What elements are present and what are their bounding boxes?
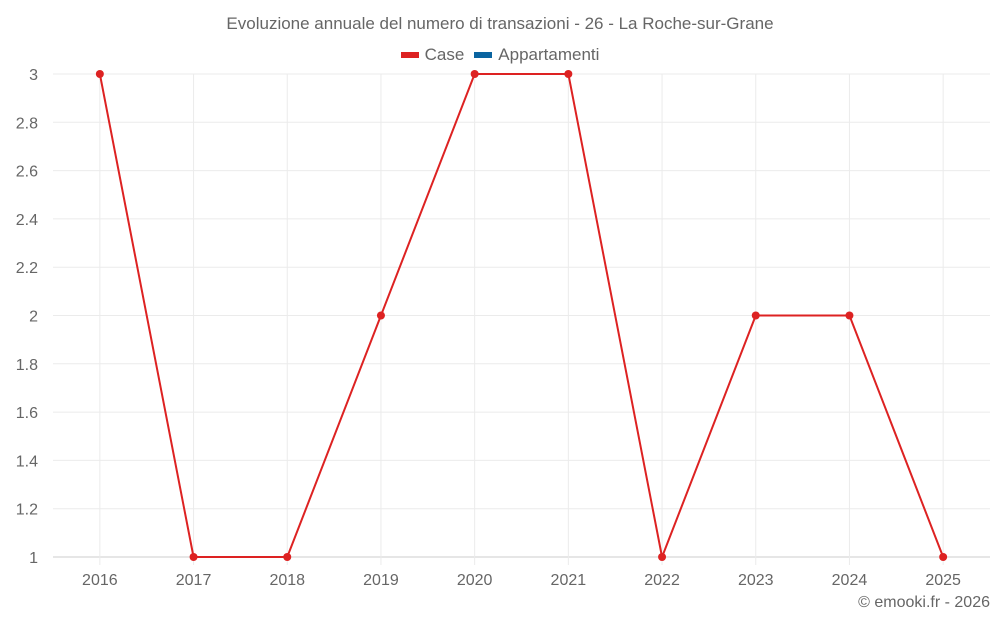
data-point[interactable] — [658, 553, 667, 561]
y-tick-label: 2 — [29, 309, 38, 326]
x-tick-label: 2020 — [457, 572, 493, 589]
series-case — [95, 70, 948, 561]
x-tick-label: 2018 — [269, 572, 305, 589]
y-tick-label: 1.2 — [16, 502, 38, 519]
x-tick-label: 2021 — [551, 572, 587, 589]
y-tick-label: 2.2 — [16, 260, 38, 277]
x-tick-label: 2023 — [738, 572, 774, 589]
y-tick-label: 1.6 — [16, 405, 38, 422]
x-tick-label: 2024 — [832, 572, 868, 589]
x-tick-label: 2025 — [925, 572, 961, 589]
data-point[interactable] — [95, 70, 104, 78]
x-tick-label: 2017 — [176, 572, 212, 589]
x-tick-label: 2022 — [644, 572, 680, 589]
data-point[interactable] — [376, 311, 385, 320]
legend-item-appartamenti[interactable]: Appartamenti — [474, 45, 599, 65]
data-point[interactable] — [564, 70, 573, 78]
x-axis: 2016 2017 2018 2019 2020 2021 2022 2023 2024 2025 — [82, 572, 961, 589]
legend-swatch-case-icon — [400, 52, 419, 58]
x-tick-label: 2019 — [363, 572, 399, 589]
chart-legend: Case Appartamenti — [0, 45, 1000, 65]
x-tick-label: 2016 — [82, 572, 118, 589]
data-point[interactable] — [845, 311, 854, 320]
data-point[interactable] — [189, 553, 198, 561]
y-axis: 1 1.2 1.4 1.6 1.8 2 2.2 2.4 2.6 2.8 3 — [16, 67, 38, 567]
y-tick-label: 2.4 — [16, 212, 38, 229]
y-tick-label: 1.8 — [16, 357, 38, 374]
legend-swatch-appartamenti-icon — [474, 52, 493, 58]
y-tick-label: 2.8 — [16, 115, 38, 132]
y-tick-label: 3 — [29, 67, 38, 84]
credit-text: © emooki.fr - 2026 — [858, 594, 990, 611]
data-point[interactable] — [939, 553, 948, 561]
legend-item-case[interactable]: Case — [400, 45, 465, 65]
y-tick-label: 2.6 — [16, 164, 38, 181]
data-point[interactable] — [470, 70, 479, 78]
y-tick-label: 1 — [29, 550, 38, 567]
y-tick-label: 1.4 — [16, 453, 38, 470]
grid-lines — [53, 73, 990, 565]
data-point[interactable] — [283, 553, 292, 561]
legend-label-appartamenti: Appartamenti — [498, 45, 600, 64]
legend-label-case: Case — [424, 45, 465, 64]
chart-title: Evoluzione annuale del numero di transaz… — [226, 14, 774, 33]
data-point[interactable] — [751, 311, 760, 320]
